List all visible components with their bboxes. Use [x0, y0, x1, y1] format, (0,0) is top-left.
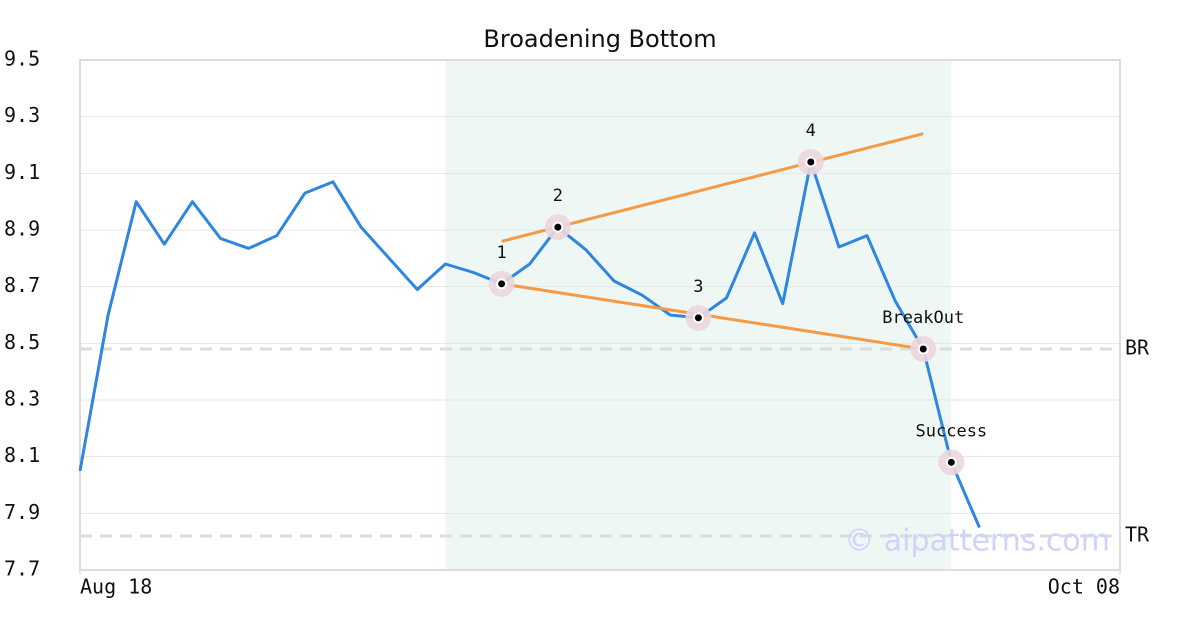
x-tick-label: Aug 18 — [80, 575, 152, 599]
point-label: 2 — [553, 186, 563, 206]
point-dot — [805, 156, 817, 168]
y-tick-label: 9.5 — [4, 47, 40, 71]
y-tick-label: 8.5 — [4, 330, 40, 354]
chart-title: Broadening Bottom — [483, 25, 716, 53]
point-dot — [496, 278, 508, 290]
y-tick-label: 7.9 — [4, 500, 40, 524]
level-label: BR — [1125, 336, 1150, 360]
trendline — [501, 282, 924, 351]
point-label: 3 — [693, 277, 703, 297]
point-label: Success — [916, 421, 988, 441]
point-label: 1 — [496, 243, 506, 263]
point-dot — [692, 312, 704, 324]
y-tick-label: 9.3 — [4, 103, 40, 127]
y-tick-label: 8.1 — [4, 443, 40, 467]
y-tick-label: 8.9 — [4, 217, 40, 241]
point-label: BreakOut — [882, 308, 964, 328]
y-tick-label: 8.3 — [4, 387, 40, 411]
point-dot — [917, 343, 929, 355]
y-tick-label: 9.1 — [4, 160, 40, 184]
y-tick-label: 7.7 — [4, 557, 40, 581]
level-label: TR — [1125, 523, 1150, 547]
point-label: 4 — [806, 121, 816, 141]
watermark: © aipatterns.com — [844, 524, 1110, 559]
trendline — [501, 132, 924, 243]
price-line — [78, 160, 981, 529]
plot-border — [79, 59, 1121, 571]
x-tick-label: Oct 08 — [1048, 575, 1120, 599]
point-dot — [552, 221, 564, 233]
y-tick-label: 8.7 — [4, 273, 40, 297]
point-dot — [945, 456, 957, 468]
